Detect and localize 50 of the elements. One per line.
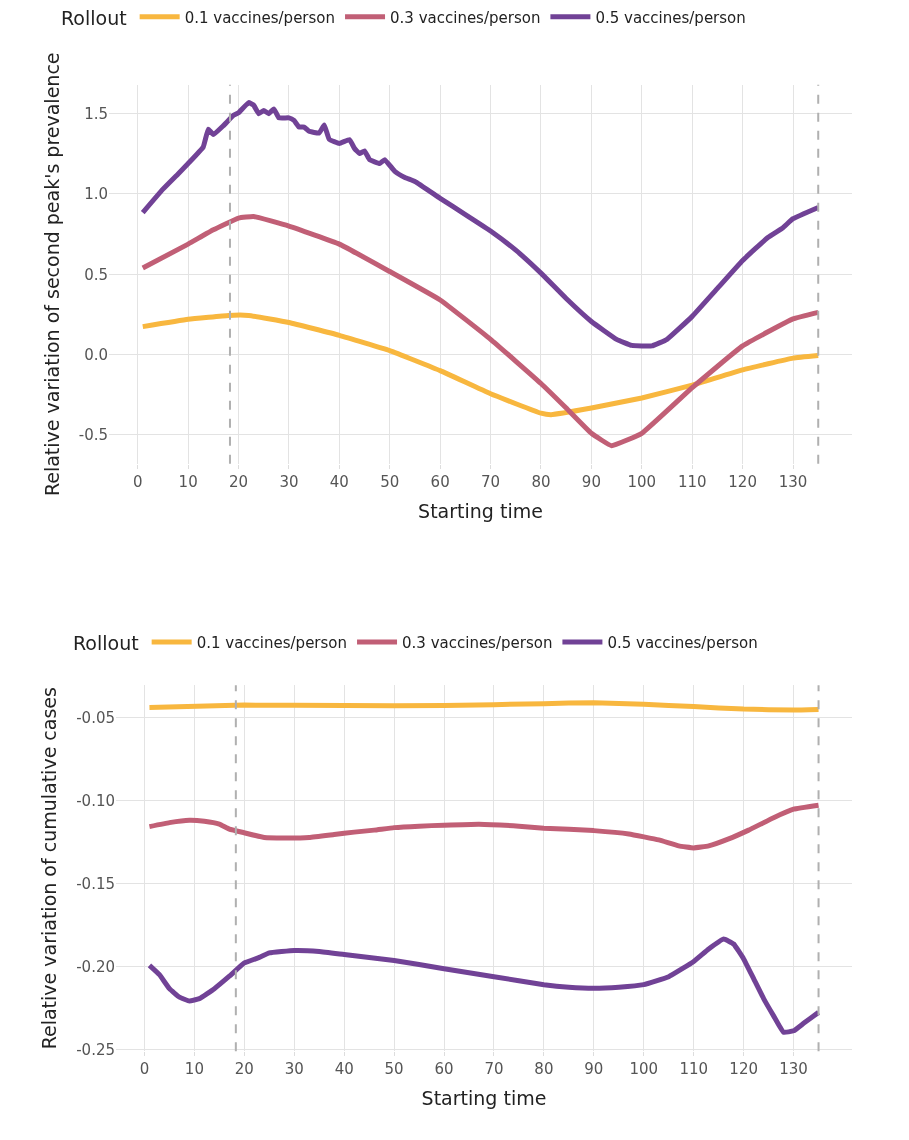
legend-label: 0.5 vaccines/person [607,633,758,652]
x-tick-label: 0 [132,472,143,491]
y-tick-label: 1.0 [84,185,108,204]
x-axis-title: Starting time [418,499,543,522]
x-tick-label: 40 [329,472,349,491]
y-tick-label: -0.15 [76,874,115,893]
x-tick-label: 0 [139,1060,150,1079]
x-tick-label: 70 [484,1060,504,1079]
y-axis-title: Relative variation of cumulative cases [38,687,61,1050]
x-tick-label: 80 [531,472,551,491]
x-tick-label: 50 [380,472,400,491]
legend-title: Rollout [61,7,127,30]
x-tick-label: 60 [430,472,450,491]
y-tick-label: 0.5 [84,265,108,284]
x-tick-label: 30 [279,472,299,491]
x-tick-label: 110 [679,1060,709,1079]
legend-label: 0.1 vaccines/person [184,8,336,27]
legend-title: Rollout [73,632,139,655]
x-tick-label: 100 [629,1060,659,1079]
y-tick-label: 0.0 [84,345,108,364]
x-tick-label: 70 [481,472,501,491]
x-tick-label: 10 [178,472,198,491]
x-tick-label: 90 [584,1060,604,1079]
x-tick-label: 20 [234,1060,254,1079]
x-tick-label: 120 [729,1060,758,1079]
x-tick-label: 30 [284,1060,304,1079]
y-tick-label: -0.5 [78,426,108,445]
legend-label: 0.3 vaccines/person [390,8,541,27]
x-tick-label: 20 [229,472,249,491]
y-axis-title: Relative variation of second peak's prevalence [40,52,63,497]
y-tick-label: -0.10 [76,791,115,810]
x-tick-label: 90 [581,472,601,491]
x-tick-label: 80 [534,1060,554,1079]
y-tick-label: 1.5 [84,104,108,123]
x-tick-label: 120 [728,472,757,491]
x-tick-label: 110 [677,472,707,491]
x-tick-label: 10 [184,1060,204,1079]
legend-label: 0.1 vaccines/person [196,633,348,652]
x-tick-label: 60 [434,1060,454,1079]
y-tick-label: -0.05 [76,708,115,727]
x-axis-title: Starting time [421,1087,547,1110]
x-tick-label: 130 [778,472,808,491]
legend-label: 0.5 vaccines/person [595,8,746,27]
legend-label: 0.3 vaccines/person [402,633,553,652]
y-tick-label: -0.25 [76,1040,115,1059]
x-tick-label: 100 [627,472,657,491]
x-tick-label: 50 [384,1060,404,1079]
x-tick-label: 130 [779,1060,808,1079]
y-tick-label: -0.20 [76,957,115,976]
x-tick-label: 40 [334,1060,354,1079]
